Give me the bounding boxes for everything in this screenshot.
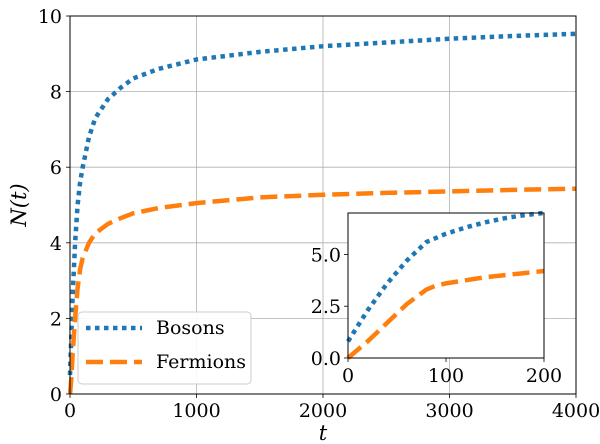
x-tick-label: 1000 xyxy=(172,400,220,422)
legend-label-bosons: Bosons xyxy=(156,317,225,339)
x-axis-label: t xyxy=(319,421,328,444)
inset-series-line-fermions xyxy=(346,268,545,360)
x-tick-label: 0 xyxy=(64,400,76,422)
legend: Bosons Fermions xyxy=(77,311,252,385)
x-tick-label: 3000 xyxy=(425,400,473,422)
y-tick-label: 2 xyxy=(50,308,62,330)
inset-series-group xyxy=(346,210,545,360)
inset-chart: 0 100 200 0.0 2.5 5.0 xyxy=(311,210,562,387)
y-tick-label: 0 xyxy=(50,384,62,406)
y-tick-label: 10 xyxy=(38,6,62,28)
y-tick-label: 6 xyxy=(50,157,62,179)
series-line-fermions xyxy=(67,186,577,395)
series-line-bosons xyxy=(67,31,577,376)
inset-y-tick-label: 5.0 xyxy=(311,244,341,266)
x-tick-label: 2000 xyxy=(299,400,347,422)
inset-y-tick-label: 2.5 xyxy=(311,296,341,318)
inset-x-tick-label: 200 xyxy=(526,365,562,387)
inset-x-tick-label: 0 xyxy=(342,365,354,387)
inset-ticks: 0 100 200 0.0 2.5 5.0 xyxy=(311,244,562,387)
y-tick-label: 8 xyxy=(50,82,62,104)
legend-box xyxy=(77,311,252,385)
inset-x-tick-label: 100 xyxy=(428,365,464,387)
x-tick-label: 4000 xyxy=(552,400,600,422)
inset-series-line-bosons xyxy=(346,210,545,343)
y-tick-label: 4 xyxy=(50,233,62,255)
inset-y-tick-label: 0.0 xyxy=(311,348,341,370)
y-axis-label: N(t) xyxy=(7,183,31,227)
legend-label-fermions: Fermions xyxy=(156,351,246,373)
main-series-group xyxy=(67,31,577,395)
